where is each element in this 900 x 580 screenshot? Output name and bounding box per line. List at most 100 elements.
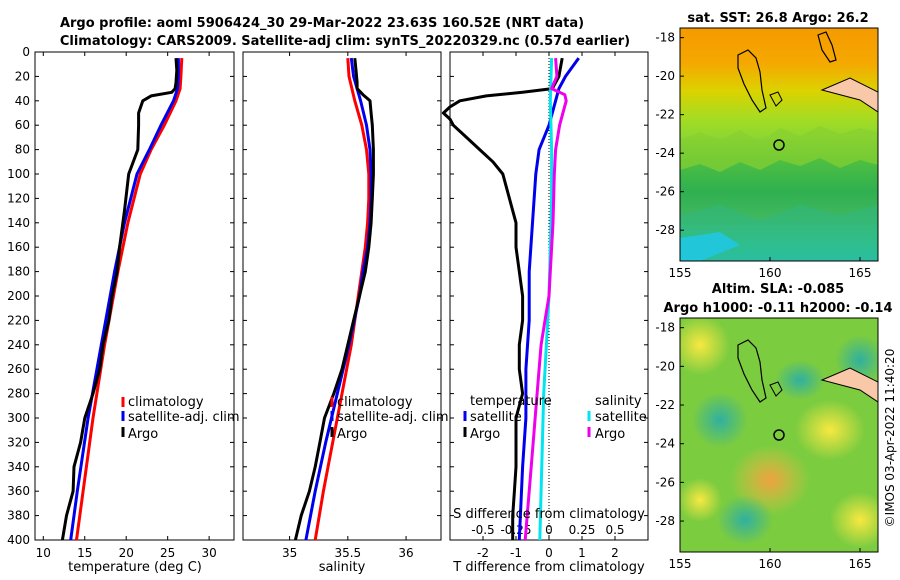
map-x-tick-label: 165 [849,557,872,571]
series-argo [293,57,375,541]
legend-temperature-title: temperature [470,394,552,409]
series-s-argo [523,57,568,541]
series-satellite-adj-clim [69,58,180,541]
x-tick-label: 35 [282,546,297,560]
sla-map-frame [679,317,879,553]
legend-t-satellite-label: satellite [470,410,522,425]
depth-tick-label: 360 [7,484,30,498]
x-tick-label: -2 [477,546,489,560]
legend-satellite-label: satellite-adj. clim [337,410,449,425]
x-tick-label: 20 [119,546,134,560]
argo-position-marker [773,139,785,151]
coastline-new-caledonia [737,339,767,403]
map-x-tick-label: 165 [849,266,872,280]
coastline-new-caledonia [737,49,767,113]
depth-tick-label: 100 [7,167,30,181]
legend-argo-label: Argo [337,427,367,442]
sla-anomaly [680,318,730,375]
depth-axis: 0 20 40 60 80 100 120 140 160 180 200 220 240 260 280 3… [7,45,648,547]
legend-climatology-label: climatology [128,395,204,410]
depth-tick-label: 140 [7,216,30,230]
depth-tick-label: 20 [15,69,30,83]
x2-tick-label: -0.5 [471,523,494,537]
depth-tick-label: 340 [7,460,30,474]
depth-tick-label: 60 [15,118,30,132]
map-y-tick-label: -20 [655,359,675,373]
map-y-tick-label: -18 [655,321,675,335]
legend-salinity-title: salinity [595,394,642,409]
map-x-tick-label: 160 [759,266,782,280]
sla-anomaly [830,492,878,548]
map-y-tick-label: -18 [655,31,675,45]
series-t-argo [441,57,564,540]
x2-tick-label: 0.5 [605,523,624,537]
depth-tick-label: 180 [7,265,30,279]
depth-tick-label: 280 [7,387,30,401]
depth-tick-label: 220 [7,313,30,327]
map-y-tick-label: -26 [655,185,675,199]
series-argo [60,58,179,541]
difference-plot: -2 -1 0 1 2 -0.5 -0.25 0 0.25 0.5 [441,52,625,560]
map-x-tick-label: 155 [669,557,692,571]
sla-map [680,318,878,552]
x2-tick-label: 0.25 [569,523,596,537]
x2-tick-label: 0 [545,523,553,537]
depth-tick-label: 40 [15,94,30,108]
sst-map-title: sat. SST: 26.8 Argo: 26.2 [687,11,868,26]
x-tick-label: 35.5 [334,546,361,560]
map-y-tick-label: -20 [655,69,675,83]
figure-title-line1: Argo profile: aoml 5906424_30 29-Mar-202… [60,16,584,31]
x-tick-label: 36 [398,546,413,560]
legend-t-argo-label: Argo [470,427,500,442]
x-tick-label: 30 [201,546,216,560]
t-difference-xlabel: T difference from climatology [452,560,645,575]
legend-argo-label: Argo [128,427,158,442]
depth-tick-label: 160 [7,240,30,254]
x-tick-label: 15 [77,546,92,560]
sla-anomaly [692,392,748,448]
map-x-tick-label: 160 [759,557,782,571]
temperature-xlabel: temperature (deg C) [68,560,202,575]
coastline-island [769,91,783,107]
copyright-stamp: ©IMOS 03-Apr-2022 11:40:20 [883,349,897,528]
x-tick-label: 25 [160,546,175,560]
argo-position-marker [773,429,785,441]
land-australia-edge [820,367,878,403]
map-y-tick-label: -28 [655,514,675,528]
map-y-tick-label: -28 [655,223,675,237]
sst-map-frame [679,27,879,262]
depth-tick-label: 200 [7,289,30,303]
x-tick-label: 1 [578,546,586,560]
sla-map-axes: 155 160 165 -18 -20 -22 -24 -26 -28 [655,321,871,571]
depth-tick-label: 260 [7,362,30,376]
legend-satellite-label: satellite-adj. clim [128,410,240,425]
salinity-panel [242,51,442,541]
map-y-tick-label: -22 [655,108,675,122]
figure-title-line2: Climatology: CARS2009. Satellite-adj cli… [60,34,630,49]
map-x-tick-label: 155 [669,266,692,280]
depth-tick-label: 300 [7,411,30,425]
difference-legend: temperature satellite Argo salinity sate… [463,394,647,442]
series-climatology [313,58,371,541]
land-australia-edge [820,77,878,113]
depth-tick-label: 240 [7,338,30,352]
temperature-plot: 10 15 20 25 30 [36,52,217,560]
series-climatology [75,58,184,541]
x-tick-label: 10 [36,546,51,560]
map-y-tick-label: -26 [655,475,675,489]
depth-tick-label: 400 [7,533,30,547]
x-tick-label: -1 [510,546,522,560]
depth-tick-label: 80 [15,143,30,157]
sla-anomaly [717,495,773,545]
legend-s-argo-label: Argo [595,427,625,442]
map-y-tick-label: -22 [655,398,675,412]
sst-map-axes: 155 160 165 -18 -20 -22 -24 -26 -28 [655,31,871,280]
temperature-panel [34,51,235,541]
s-difference-xlabel: S difference from climatology [453,507,645,522]
depth-tick-label: 0 [22,45,30,59]
x2-tick-label: -0.25 [500,523,531,537]
sla-anomaly [680,478,722,522]
x-tick-label: 2 [611,546,619,560]
depth-tick-label: 380 [7,509,30,523]
